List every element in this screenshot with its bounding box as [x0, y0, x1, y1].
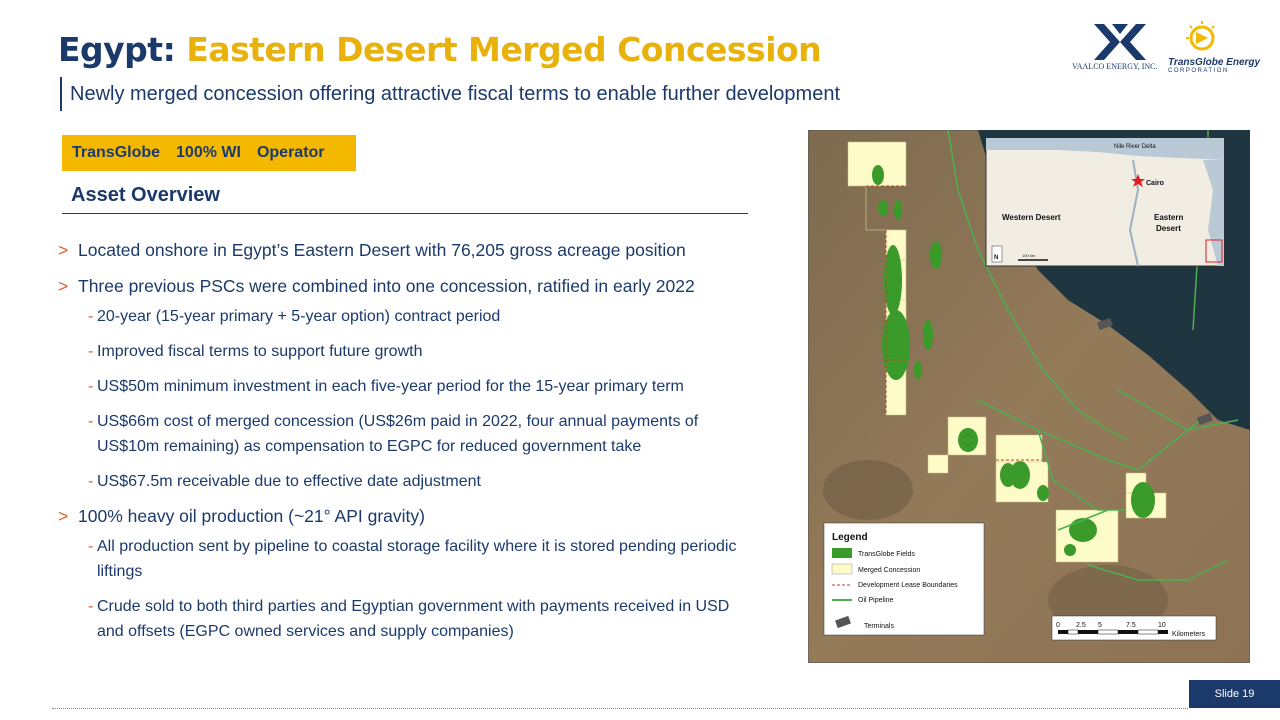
sub-bullet-text: Crude sold to both third parties and Egy…	[97, 598, 730, 640]
development-lease-boundaries	[866, 185, 1042, 461]
transglobe-fields	[872, 165, 1155, 556]
bullet-text: Located onshore in Egypt’s Eastern Deser…	[78, 240, 686, 260]
sub-bullet-marker: -	[88, 598, 94, 615]
legend-swatch-fields	[832, 548, 852, 558]
badge-working-interest: 100% WI	[176, 144, 241, 161]
scale-tick: 5	[1098, 622, 1102, 629]
scale-tick: 7.5	[1126, 622, 1136, 629]
company-logos: VAALCO ENERGY, INC. TransGlobe Energy CO…	[1068, 20, 1261, 76]
sub-bullet-marker: -	[88, 538, 94, 555]
title-country: Egypt:	[58, 30, 176, 69]
bullet-item: >100% heavy oil production (~21° API gra…	[58, 504, 758, 528]
scale-tick: 10	[1158, 622, 1166, 629]
sub-bullet-text: All production sent by pipeline to coast…	[97, 538, 737, 580]
badge-company: TransGlobe	[72, 144, 161, 161]
asset-overview-heading: Asset Overview	[71, 184, 220, 206]
bullet-item: > Three previous PSCs were combined into …	[58, 274, 758, 298]
inset-nile	[1128, 159, 1140, 267]
sub-bullet-text: US$50m minimum investment in each five-y…	[97, 378, 684, 395]
scale-unit: Kilometers	[1172, 631, 1206, 638]
bullet-marker: >	[58, 506, 69, 526]
terrain-patch	[823, 460, 913, 520]
north-label: N	[994, 255, 998, 261]
concession-map: Cairo Nile River Delta Western Desert Ea…	[808, 130, 1250, 663]
north-arrow-icon	[991, 245, 1003, 263]
inset-label-eastern-1: Eastern	[1154, 213, 1183, 222]
page-subtitle: Newly merged concession offering attract…	[70, 83, 841, 105]
legend-item: TransGlobe Fields	[858, 551, 915, 558]
sub-bullet-item: - US$67.5m receivable due to effective da…	[58, 469, 758, 494]
bullet-text: Three previous PSCs were combined into o…	[78, 276, 695, 296]
vaalco-logo-text: VAALCO ENERGY, INC.	[1072, 62, 1158, 71]
bullet-marker: >	[58, 240, 69, 260]
legend-terminal-icon	[835, 615, 851, 629]
transglobe-logo-icon	[1186, 21, 1215, 51]
inset-label-cairo: Cairo	[1146, 180, 1164, 187]
scale-tick: 0	[1056, 622, 1060, 629]
legend-item: Terminals	[864, 623, 894, 630]
asset-overview-divider	[62, 213, 748, 214]
sub-bullet-item: - All production sent by pipeline to coas…	[58, 534, 758, 584]
sub-bullet-item: - US$50m minimum investment in each five-…	[58, 374, 758, 399]
oil-pipeline	[947, 130, 1239, 581]
transglobe-logo-subtext: CORPORATION	[1168, 68, 1229, 74]
legend-swatch-concession	[831, 563, 853, 575]
sub-bullet-marker: -	[88, 343, 94, 360]
footer-divider	[52, 708, 1188, 709]
inset-highlight-box	[1205, 239, 1223, 263]
vaalco-logo-icon	[1094, 24, 1146, 60]
inset-label-nile: Nile River Delta	[1114, 144, 1156, 150]
bullet-marker: >	[58, 276, 69, 296]
bullet-list: > Located onshore in Egypt’s Eastern Dese…	[58, 238, 758, 654]
transglobe-logo-text: TransGlobe Energy	[1168, 57, 1261, 68]
sub-bullet-marker: -	[88, 378, 94, 395]
ownership-badge: TransGlobe 100% WI Operator	[62, 135, 356, 171]
sub-bullet-item: - Crude sold to both third parties and Eg…	[58, 594, 758, 644]
map-legend: Legend TransGlobe Fields Merged Concessi…	[823, 522, 985, 636]
inset-scale-label: 100 km	[1022, 253, 1036, 258]
legend-title: Legend	[832, 532, 868, 543]
sub-bullet-marker: -	[88, 413, 94, 430]
terminal-icon	[1097, 317, 1213, 426]
sub-bullet-text: US$67.5m receivable due to effective dat…	[97, 473, 481, 490]
title-asset: Eastern Desert Merged Concession	[186, 30, 822, 69]
sub-bullet-item: -20-year (15-year primary + 5-year optio…	[58, 304, 758, 329]
inset-label-eastern-2: Desert	[1156, 224, 1181, 233]
sub-bullet-text: 20-year (15-year primary + 5-year option…	[97, 308, 501, 325]
bullet-text: 100% heavy oil production (~21° API grav…	[78, 506, 425, 526]
scale-tick: 2.5	[1076, 622, 1086, 629]
slide-number: Slide 19	[1189, 680, 1280, 708]
sub-bullet-text: US$66m cost of merged concession (US$26m…	[97, 413, 699, 455]
bullet-item: > Located onshore in Egypt’s Eastern Dese…	[58, 238, 758, 262]
sub-bullet-marker: -	[88, 473, 94, 490]
inset-label-western-desert: Western Desert	[1002, 213, 1061, 222]
legend-item: Development Lease Boundaries	[858, 582, 958, 589]
sub-bullet-text: Improved fiscal terms to support future …	[97, 343, 423, 360]
sub-bullet-item: - US$66m cost of merged concession (US$26…	[58, 409, 758, 459]
sub-bullet-item: - Improved fiscal terms to support future…	[58, 339, 758, 364]
subtitle-accent-bar	[60, 77, 62, 111]
map-scale-bar: 0 2.5 5 7.5 10 Kilometers	[1051, 615, 1217, 641]
cairo-star-icon	[1131, 174, 1145, 187]
inset-map: Cairo Nile River Delta Western Desert Ea…	[985, 137, 1225, 267]
page-title: Egypt: Eastern Desert Merged Concession	[58, 30, 822, 69]
legend-item: Oil Pipeline	[858, 597, 894, 604]
badge-role: Operator	[256, 144, 325, 161]
legend-item: Merged Concession	[858, 567, 920, 574]
sub-bullet-marker: -	[88, 308, 94, 325]
inset-sea	[986, 138, 1224, 160]
